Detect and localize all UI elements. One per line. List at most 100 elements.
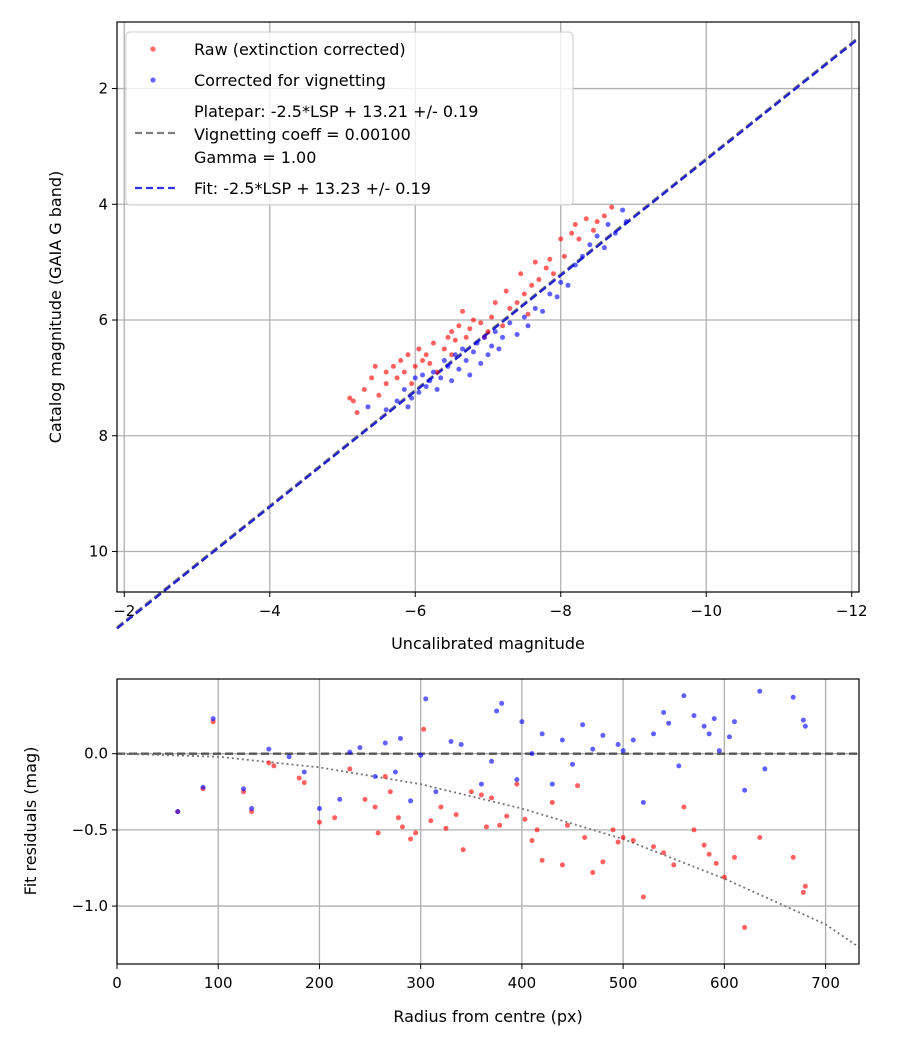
- top-data-point: [416, 346, 422, 352]
- top-data-point: [540, 308, 546, 314]
- legend-corrected-label: Corrected for vignetting: [194, 71, 386, 90]
- bottom-data-point: [423, 696, 429, 702]
- bottom-data-point: [762, 766, 768, 772]
- top-x-tick-label: −12: [836, 602, 868, 620]
- top-data-point: [369, 375, 375, 381]
- bottom-data-point: [494, 708, 500, 714]
- bottom-data-point: [691, 713, 697, 719]
- bottom-data-point: [651, 731, 657, 737]
- bottom-data-point: [711, 716, 717, 722]
- top-x-tick-label: −4: [259, 602, 281, 620]
- top-x-tick-label: −6: [404, 602, 426, 620]
- top-data-point: [445, 334, 451, 340]
- top-data-point: [485, 352, 491, 358]
- bottom-data-point: [483, 824, 489, 830]
- bottom-data-point: [408, 798, 414, 804]
- top-data-point: [529, 282, 535, 288]
- bottom-data-point: [559, 737, 565, 743]
- bottom-data-point: [615, 839, 621, 845]
- legend: Raw (extinction corrected) Corrected for…: [125, 31, 574, 206]
- bottom-data-point: [397, 735, 403, 741]
- top-data-point: [372, 363, 378, 369]
- top-data-point: [394, 375, 400, 381]
- bottom-data-point: [478, 781, 484, 787]
- bottom-data-point: [468, 789, 474, 795]
- top-data-point: [361, 386, 367, 392]
- top-data-point: [620, 207, 626, 213]
- bottom-data-point: [691, 827, 697, 833]
- top-data-point: [558, 236, 564, 242]
- top-y-tick-label: 4: [98, 195, 108, 213]
- bottom-plot-frame: [116, 678, 860, 965]
- bottom-data-point: [713, 860, 719, 866]
- top-data-point: [460, 346, 466, 352]
- top-x-tick-label: −2: [113, 602, 135, 620]
- top-y-axis-label: Catalog magnitude (GAIA G band): [46, 171, 65, 443]
- top-data-point: [449, 378, 455, 384]
- bottom-data-point: [731, 854, 737, 860]
- bottom-data-point: [375, 830, 381, 836]
- legend-fit-label: Fit: -2.5*LSP + 13.23 +/- 0.19: [194, 179, 431, 198]
- top-data-point: [427, 360, 433, 366]
- bottom-data-point: [800, 889, 806, 895]
- bottom-data-point: [332, 815, 338, 821]
- top-data-point: [532, 259, 538, 265]
- bottom-data-point: [499, 700, 505, 706]
- top-data-point: [456, 366, 462, 372]
- bottom-data-point: [726, 734, 732, 740]
- bottom-x-tick-label: 500: [609, 974, 638, 992]
- top-x-axis-label: Uncalibrated magnitude: [391, 634, 585, 653]
- top-data-point: [470, 317, 476, 323]
- bottom-data-point: [742, 787, 748, 793]
- bottom-data-point: [241, 786, 247, 792]
- bottom-data-point: [640, 799, 646, 805]
- bottom-x-tick-label: 300: [406, 974, 435, 992]
- top-data-point: [492, 329, 498, 335]
- top-data-point: [452, 337, 458, 343]
- bottom-data-point: [418, 752, 424, 758]
- top-data-point: [587, 242, 593, 248]
- bottom-data-point: [266, 760, 272, 766]
- top-data-point: [401, 369, 407, 375]
- top-data-point: [536, 277, 542, 283]
- bottom-data-point: [676, 763, 682, 769]
- bottom-x-tick-label: 200: [305, 974, 334, 992]
- magnitude-calibration-plot: −2 −4 −6 −8 −10 −12 2 4 6 8 10 Uncalibrated magnit…: [46, 21, 868, 653]
- bottom-data-point: [399, 824, 405, 830]
- top-data-point: [478, 360, 484, 366]
- top-data-point: [412, 363, 418, 369]
- bottom-data-point: [731, 719, 737, 725]
- bottom-data-point: [382, 740, 388, 746]
- bottom-data-point: [522, 816, 528, 822]
- bottom-data-point: [800, 717, 806, 723]
- top-data-point: [434, 386, 440, 392]
- top-data-point: [347, 395, 353, 401]
- bottom-data-point: [316, 819, 322, 825]
- top-data-point: [474, 340, 480, 346]
- bottom-data-point: [661, 850, 667, 856]
- bottom-x-tick-label: 600: [710, 974, 739, 992]
- bottom-data-point: [438, 804, 444, 810]
- bottom-data-point: [460, 847, 466, 853]
- top-data-point: [430, 369, 436, 375]
- bottom-data-point: [721, 874, 727, 880]
- top-data-point: [547, 291, 553, 297]
- bottom-data-point: [666, 720, 672, 726]
- bottom-data-point: [802, 723, 808, 729]
- bottom-data-point: [790, 854, 796, 860]
- top-y-tick-label: 2: [98, 80, 108, 98]
- top-data-point: [405, 404, 411, 410]
- top-data-point: [543, 265, 549, 271]
- top-data-point: [500, 334, 506, 340]
- bottom-data-point: [519, 719, 525, 725]
- top-data-point: [594, 219, 600, 225]
- legend-box: [125, 31, 574, 206]
- bottom-data-point: [590, 746, 596, 752]
- top-data-point: [623, 219, 629, 225]
- bottom-data-point: [428, 818, 434, 824]
- top-data-point: [390, 363, 396, 369]
- top-data-point: [463, 358, 469, 364]
- top-data-point: [427, 378, 433, 384]
- top-data-point: [452, 352, 458, 358]
